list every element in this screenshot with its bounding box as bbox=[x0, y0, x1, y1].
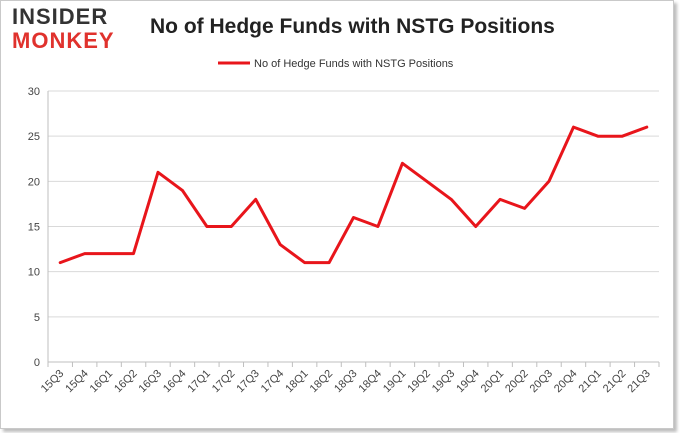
logo-line-2: MONKEY bbox=[12, 28, 115, 53]
x-tick-label: 20Q2 bbox=[503, 368, 531, 396]
x-tick-labels: 15Q315Q416Q116Q216Q316Q417Q117Q217Q317Q4… bbox=[39, 368, 653, 396]
data-point bbox=[254, 198, 257, 201]
x-tick-label: 17Q2 bbox=[210, 368, 238, 396]
data-point bbox=[596, 134, 600, 138]
x-tick-label: 20Q4 bbox=[552, 368, 580, 396]
x-tick-label: 18Q3 bbox=[332, 368, 360, 396]
legend-label: No of Hedge Funds with NSTG Positions bbox=[254, 58, 454, 70]
x-tick-label: 20Q1 bbox=[479, 368, 507, 396]
axes bbox=[47, 91, 660, 367]
data-point bbox=[205, 225, 209, 228]
data-point bbox=[498, 198, 502, 201]
y-tick-label: 20 bbox=[28, 176, 40, 188]
x-tick-label: 17Q1 bbox=[185, 368, 213, 396]
x-tick-label: 17Q3 bbox=[234, 368, 262, 396]
x-tick-label: 18Q1 bbox=[283, 368, 311, 396]
x-tick-label: 19Q2 bbox=[405, 368, 433, 396]
x-tick-label: 19Q3 bbox=[430, 368, 458, 396]
data-point bbox=[156, 171, 160, 174]
data-point bbox=[278, 243, 282, 246]
logo-line-1: INSIDER bbox=[12, 4, 109, 29]
data-point bbox=[645, 125, 648, 129]
x-tick-label: 18Q2 bbox=[308, 368, 336, 396]
data-point bbox=[59, 261, 62, 264]
x-tick-label: 16Q1 bbox=[88, 368, 116, 396]
grid-lines bbox=[48, 90, 659, 318]
series-lines bbox=[58, 125, 649, 265]
y-tick-label: 5 bbox=[34, 312, 40, 324]
insider-monkey-logo: INSIDER MONKEY bbox=[12, 6, 115, 52]
chart-title: No of Hedge Funds with NSTG Positions bbox=[150, 15, 555, 38]
x-tick-label: 21Q1 bbox=[576, 368, 604, 396]
data-point bbox=[352, 216, 355, 219]
y-tick-labels: 0 5 10 15 20 25 30 bbox=[28, 86, 40, 369]
x-tick-label: 17Q4 bbox=[259, 368, 287, 396]
y-tick-label: 30 bbox=[28, 86, 40, 98]
data-point bbox=[425, 180, 429, 183]
x-tick-label: 16Q4 bbox=[161, 368, 189, 396]
data-point bbox=[450, 198, 453, 201]
data-point bbox=[230, 225, 233, 228]
data-point bbox=[132, 252, 135, 255]
x-tick-label: 15Q3 bbox=[39, 368, 67, 396]
data-point bbox=[83, 252, 86, 255]
x-tick-label: 15Q4 bbox=[63, 368, 91, 396]
data-point bbox=[401, 162, 404, 165]
x-tick-label: 18Q4 bbox=[357, 368, 385, 396]
data-point bbox=[327, 261, 331, 264]
data-point bbox=[303, 261, 306, 264]
data-point bbox=[107, 252, 111, 255]
x-tick-label: 19Q1 bbox=[381, 368, 409, 396]
x-tick-label: 19Q4 bbox=[454, 368, 482, 396]
y-tick-label: 10 bbox=[28, 267, 40, 279]
x-tick-label: 21Q3 bbox=[625, 368, 653, 396]
data-point bbox=[547, 180, 551, 183]
x-tick-label: 20Q3 bbox=[528, 368, 556, 396]
data-point bbox=[572, 125, 575, 129]
series-line bbox=[58, 125, 649, 265]
data-point bbox=[376, 225, 380, 228]
data-point bbox=[523, 207, 526, 210]
legend: No of Hedge Funds with NSTG Positions bbox=[218, 58, 454, 70]
x-tick-label: 21Q2 bbox=[601, 368, 629, 396]
x-tick-label: 16Q2 bbox=[112, 368, 140, 396]
y-tick-label: 25 bbox=[28, 131, 40, 143]
data-point bbox=[621, 134, 624, 138]
y-tick-label: 15 bbox=[28, 222, 40, 234]
x-tick-label: 16Q3 bbox=[137, 368, 165, 396]
data-point bbox=[181, 189, 184, 192]
y-tick-label: 0 bbox=[34, 357, 40, 369]
data-point bbox=[474, 225, 477, 228]
